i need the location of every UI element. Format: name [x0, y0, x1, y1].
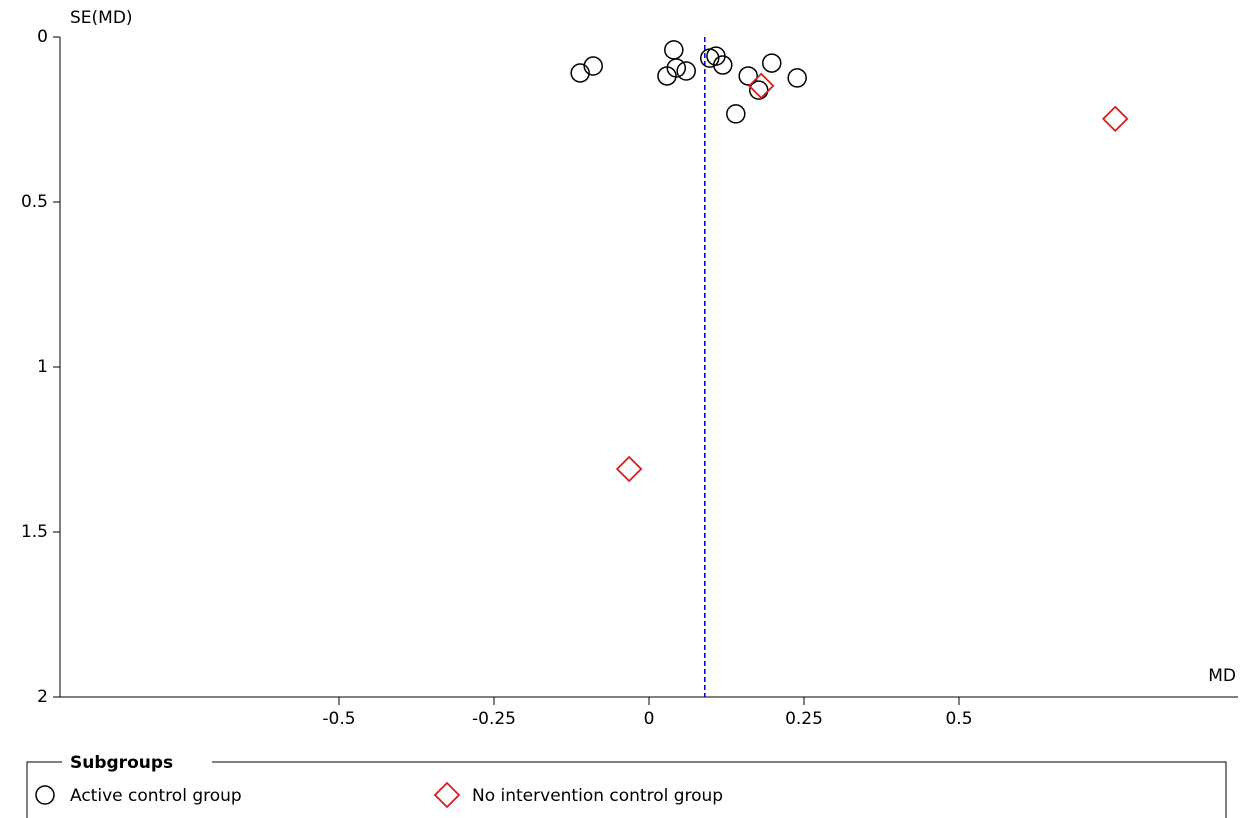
x-axis-title: MD: [1208, 666, 1236, 686]
y-tick-label: 0: [37, 27, 48, 47]
y-axis-title: SE(MD): [70, 8, 133, 28]
legend-label: No intervention control group: [472, 786, 723, 806]
legend: Subgroups: [26, 753, 1227, 818]
circle-marker: [570, 63, 590, 83]
circle-marker: [713, 55, 733, 75]
circle-marker: [738, 66, 758, 86]
circle-marker: [664, 40, 684, 60]
x-tick-label: 0.25: [785, 709, 823, 729]
circle-marker: [787, 68, 807, 88]
legend-label: Active control group: [70, 786, 242, 806]
circle-marker: [583, 56, 603, 76]
circle-marker: [762, 53, 782, 73]
diamond-marker: [433, 781, 461, 809]
y-tick-label: 1.5: [21, 522, 48, 542]
circle-marker: [676, 61, 696, 81]
x-tick-label: -0.25: [472, 709, 516, 729]
legend-frame: [26, 761, 1227, 818]
legend-title: Subgroups: [70, 753, 173, 773]
diamond-marker: [1101, 105, 1129, 133]
circle-marker: [726, 104, 746, 124]
diamond-marker: [747, 72, 775, 100]
x-tick-label: 0: [644, 709, 655, 729]
y-tick-label: 2: [37, 687, 48, 707]
circle-marker: [35, 785, 55, 805]
y-tick-label: 1: [37, 357, 48, 377]
x-tick-label: 0.5: [945, 709, 972, 729]
diamond-marker: [615, 455, 643, 483]
circle-marker: [666, 58, 687, 78]
y-tick-label: 0.5: [21, 192, 48, 212]
x-tick-label: -0.5: [322, 709, 355, 729]
